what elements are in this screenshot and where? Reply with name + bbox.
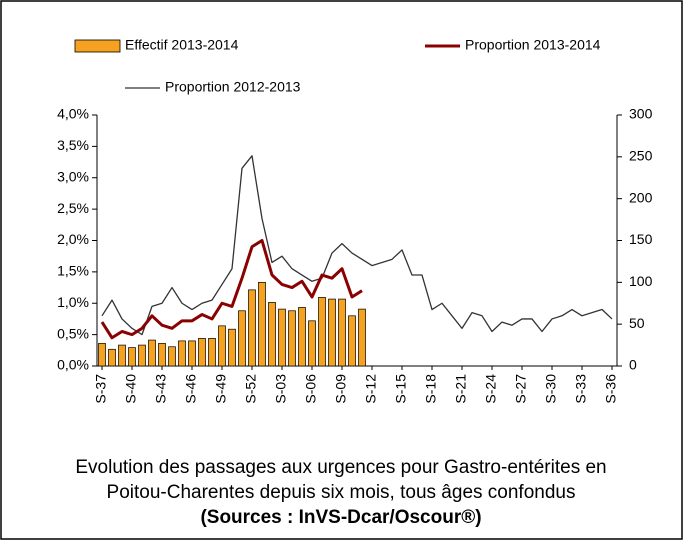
line xyxy=(100,239,363,340)
bar xyxy=(238,310,246,367)
x-tick-label: S-09 xyxy=(333,374,349,404)
x-tick-label: S-27 xyxy=(513,374,529,404)
bar xyxy=(308,320,316,367)
bar xyxy=(348,315,356,367)
bar xyxy=(268,302,276,367)
y-tick-label: 3,0% xyxy=(57,168,89,184)
x-tick-label: S-24 xyxy=(483,374,499,404)
bar xyxy=(188,340,196,367)
x-tick-label: S-21 xyxy=(453,374,469,404)
bar xyxy=(258,281,266,367)
y2-tick-label: 200 xyxy=(629,189,653,205)
x-tick-label: S-49 xyxy=(213,374,229,404)
bar xyxy=(148,339,156,367)
x-tick-label: S-03 xyxy=(273,374,289,404)
y-tick-label: 1,5% xyxy=(57,263,89,279)
y-tick-label: 1,0% xyxy=(57,294,89,310)
bar xyxy=(338,298,346,367)
x-tick-label: S-33 xyxy=(573,374,589,404)
x-tick-label: S-52 xyxy=(243,374,259,404)
y-tick-label: 3,5% xyxy=(57,137,89,153)
y2-tick-label: 50 xyxy=(629,315,645,331)
chart-title: Poitou-Charentes depuis six mois, tous â… xyxy=(107,482,576,503)
y-tick-label: 2,5% xyxy=(57,200,89,216)
y2-tick-label: 300 xyxy=(629,106,653,122)
x-tick-label: S-36 xyxy=(603,374,619,404)
bar xyxy=(178,340,186,367)
bar xyxy=(138,344,146,367)
y-tick-label: 4,0% xyxy=(57,106,89,122)
y2-tick-label: 100 xyxy=(629,273,653,289)
x-tick-label: S-46 xyxy=(183,374,199,404)
bar xyxy=(328,298,336,367)
bar xyxy=(118,344,126,367)
y-tick-label: 2,0% xyxy=(57,231,89,247)
x-tick-label: S-40 xyxy=(123,374,139,404)
bar xyxy=(158,343,166,367)
chart-title: Evolution des passages aux urgences pour… xyxy=(75,457,606,478)
x-tick-label: S-12 xyxy=(363,374,379,404)
x-tick-label: S-43 xyxy=(153,374,169,404)
x-tick-label: S-18 xyxy=(423,374,439,404)
bar xyxy=(288,310,296,367)
legend-label: Proportion 2012-2013 xyxy=(165,79,301,95)
y2-tick-label: 0 xyxy=(629,357,637,373)
y2-tick-label: 250 xyxy=(629,148,653,164)
y-tick-label: 0,5% xyxy=(57,325,89,341)
bar xyxy=(218,325,226,367)
bar xyxy=(278,308,286,367)
bar xyxy=(168,346,176,367)
bar xyxy=(98,343,106,367)
legend-label: Proportion 2013-2014 xyxy=(465,37,601,53)
legend-label: Effectif 2013-2014 xyxy=(125,37,239,53)
bar xyxy=(358,308,366,367)
bar xyxy=(228,328,236,367)
bar xyxy=(298,307,306,367)
chart-title: (Sources : InVS-Dcar/Oscour®) xyxy=(200,507,481,528)
x-tick-label: S-15 xyxy=(393,374,409,404)
x-tick-label: S-06 xyxy=(303,374,319,404)
bar xyxy=(208,338,216,367)
bar xyxy=(318,297,326,367)
y-tick-label: 0,0% xyxy=(57,357,89,373)
bar xyxy=(128,347,136,367)
legend-swatch xyxy=(74,39,121,53)
line xyxy=(101,155,613,336)
x-tick-label: S-37 xyxy=(93,374,109,404)
bar xyxy=(248,289,256,367)
bar xyxy=(198,338,206,367)
y2-tick-label: 150 xyxy=(629,231,653,247)
x-tick-label: S-30 xyxy=(543,374,559,404)
bar xyxy=(108,348,116,367)
